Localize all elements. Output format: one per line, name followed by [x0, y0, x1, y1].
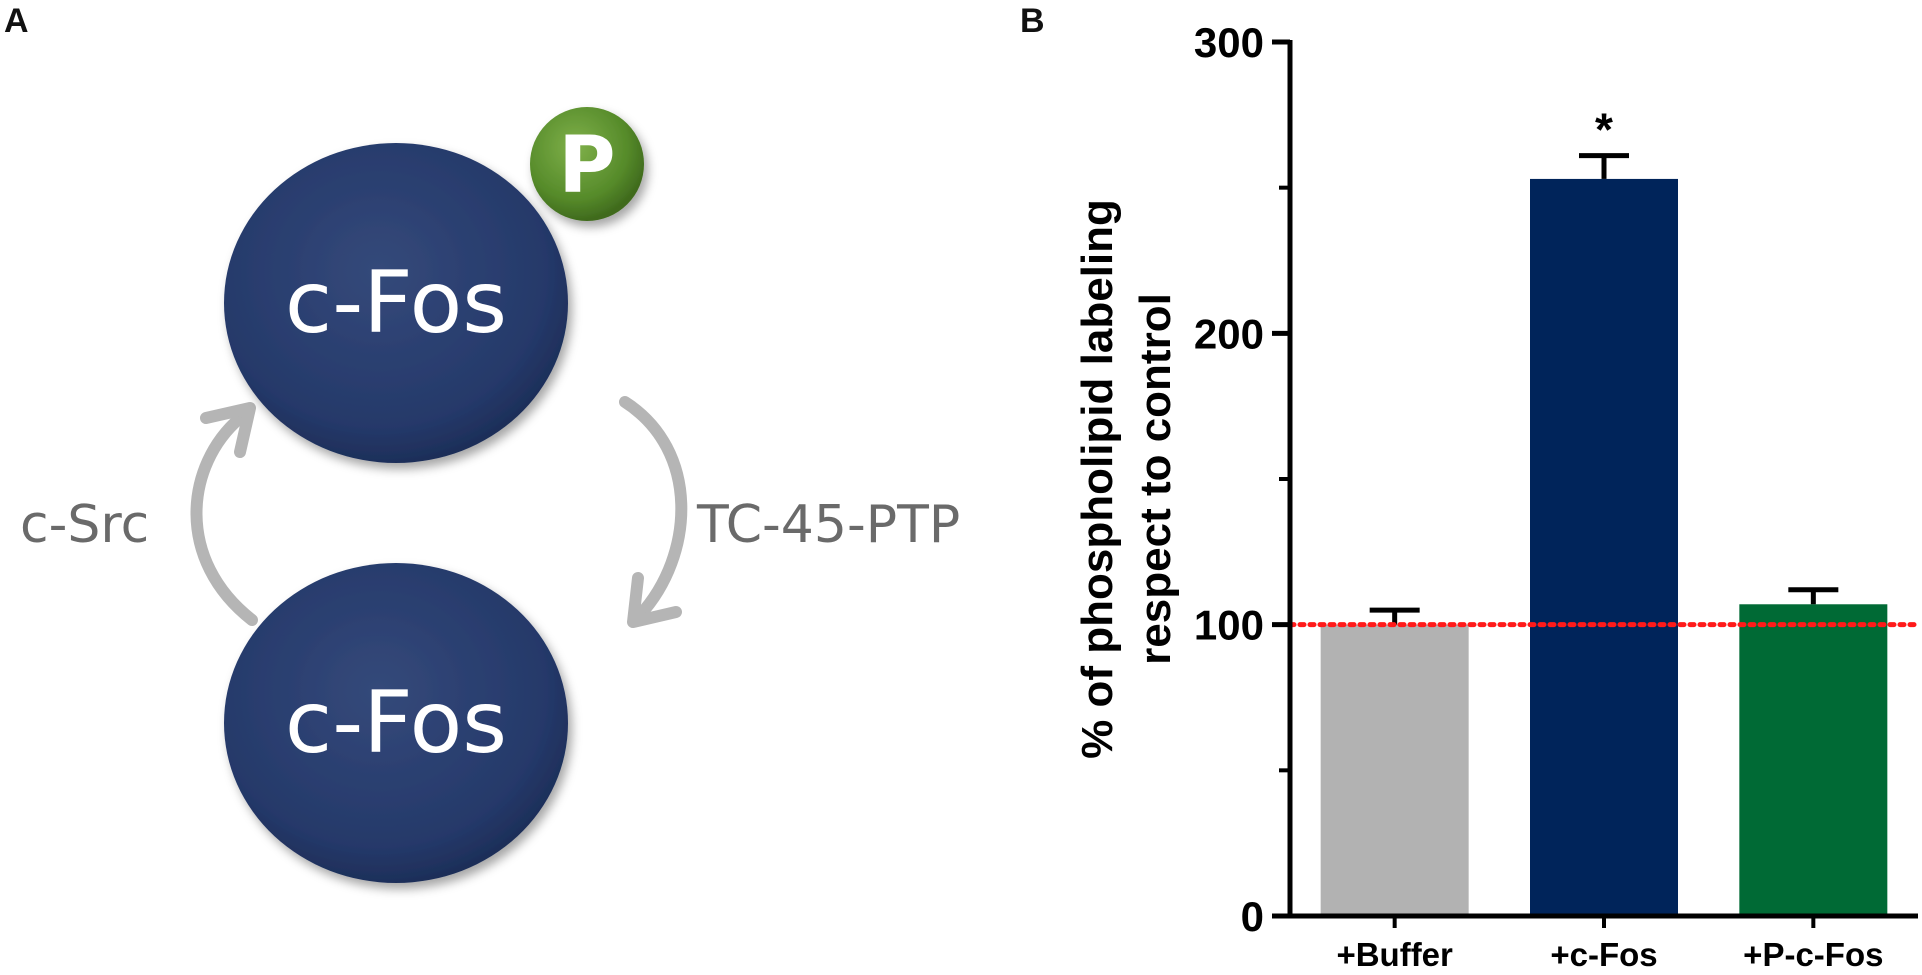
bottom-protein-label: c-Fos	[285, 673, 507, 773]
x-tick-label: +c-Fos	[1550, 936, 1657, 973]
y-axis-label-line-2: respect to control	[1131, 293, 1180, 665]
bar-3	[1739, 604, 1888, 916]
y-tick-label: 100	[1194, 602, 1264, 649]
y-tick-group: 0 100 200 300	[1194, 19, 1290, 940]
error-bar-group	[1369, 153, 1839, 625]
annotation-group: *	[1595, 104, 1613, 156]
y-tick-label: 200	[1194, 310, 1264, 357]
error-bar-3	[1788, 587, 1839, 605]
phosphorylation-arrow	[190, 402, 258, 626]
y-axis-label-line-1: % of phospholipid labeling	[1073, 199, 1122, 759]
bar-chart: 0 100 200 300 +Buffer +c-Fos +P-c-Fos * % of …	[1073, 19, 1921, 973]
dephosphorylation-arrow	[619, 396, 688, 628]
error-bar-1	[1369, 607, 1420, 625]
top-protein-label: c-Fos	[285, 253, 507, 353]
x-tick-label: +Buffer	[1336, 936, 1453, 973]
panel-label-b: B	[1020, 2, 1045, 40]
error-bar-2	[1579, 153, 1629, 179]
y-tick-label: 0	[1241, 893, 1264, 940]
phosphate-badge: P	[530, 107, 644, 221]
phospho-c-fos-node: c-Fos	[224, 143, 568, 463]
diagram-panel-a: c-Fos P c-Fos c-Src TC-45-PTP	[20, 107, 960, 883]
y-tick-label: 300	[1194, 19, 1264, 66]
bar-2	[1530, 178, 1678, 917]
tc-45-ptp-label: TC-45-PTP	[696, 495, 960, 555]
c-fos-node: c-Fos	[224, 563, 568, 883]
bar-group	[1320, 178, 1888, 917]
panel-label-a: A	[4, 2, 29, 40]
x-tick-label: +P-c-Fos	[1743, 936, 1883, 973]
x-tick-label-group: +Buffer +c-Fos +P-c-Fos	[1336, 916, 1883, 973]
phosphate-badge-label: P	[558, 121, 615, 211]
c-src-label: c-Src	[20, 495, 149, 555]
significance-marker: *	[1595, 104, 1613, 156]
bar-1	[1320, 624, 1469, 916]
